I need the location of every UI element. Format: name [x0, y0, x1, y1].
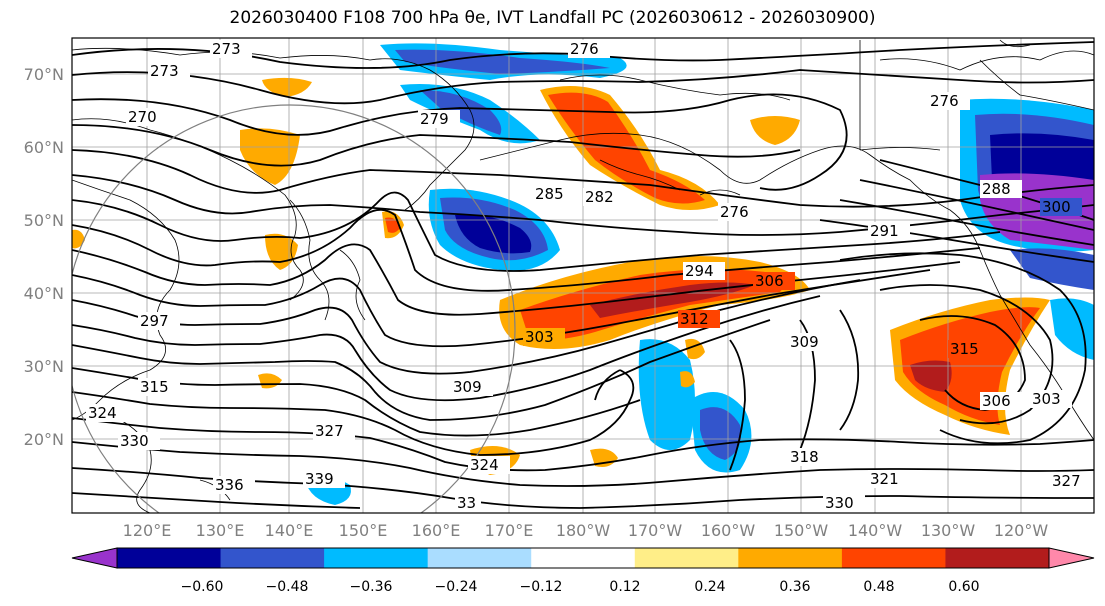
contour-label-324-b: 324 — [88, 404, 117, 422]
contour-label-327-b: 327 — [1052, 472, 1081, 490]
colorbar-cell — [945, 548, 1050, 568]
contour-label-315-a: 315 — [950, 340, 979, 358]
contour-label-309-b: 309 — [453, 378, 482, 396]
lat-label-20n: 20°N — [24, 430, 64, 449]
contour-label-288: 288 — [982, 180, 1011, 198]
lon-label-170e: 170°E — [485, 521, 534, 540]
lon-label-180w: 180°W — [556, 521, 611, 540]
contour-label-285: 285 — [535, 185, 564, 203]
cbar-tick-neg048: −0.48 — [266, 579, 309, 595]
cbar-tick-060: 0.60 — [948, 579, 979, 595]
landfall-region-circle — [72, 104, 516, 513]
contour-label-279: 279 — [420, 110, 449, 128]
longitude-labels: 120°E 130°E 140°E 150°E 160°E 170°E 180°… — [123, 521, 1049, 540]
colorbar-cell — [738, 548, 843, 568]
contour-label-273-a: 273 — [212, 40, 241, 58]
cbar-tick-neg036: −0.36 — [350, 579, 393, 595]
cbar-tick-neg012: −0.12 — [520, 579, 563, 595]
contour-label-291: 291 — [870, 222, 899, 240]
lon-label-130e: 130°E — [196, 521, 245, 540]
contour-label-315-b: 315 — [140, 378, 169, 396]
contour-label-339: 339 — [305, 470, 334, 488]
cbar-tick-012: 0.12 — [609, 579, 640, 595]
lat-label-60n: 60°N — [24, 138, 64, 157]
cbar-tick-036: 0.36 — [779, 579, 810, 595]
lat-label-70n: 70°N — [24, 65, 64, 84]
cbar-tick-024: 0.24 — [694, 579, 725, 595]
colorbar-extend-arrow-left — [71, 547, 118, 569]
colorbar-cell — [427, 548, 532, 568]
contour-label-300: 300 — [1042, 198, 1071, 216]
contour-label-327-a: 327 — [315, 422, 344, 440]
lat-label-30n: 30°N — [24, 357, 64, 376]
lon-label-150e: 150°E — [339, 521, 388, 540]
colorbar-tick-labels: −0.60 −0.48 −0.36 −0.24 −0.12 0.12 0.24 … — [181, 579, 980, 595]
lon-label-160w: 160°W — [701, 521, 756, 540]
cbar-tick-neg060: −0.60 — [181, 579, 224, 595]
colorbar: −0.60 −0.48 −0.36 −0.24 −0.12 0.12 0.24 … — [71, 547, 1095, 595]
contour-label-306-b: 306 — [982, 392, 1011, 410]
contour-label-303-b: 303 — [1032, 390, 1061, 408]
lon-label-160e: 160°E — [412, 521, 461, 540]
contour-label-330-b: 330 — [825, 494, 854, 512]
contour-label-276-b: 276 — [930, 92, 959, 110]
contour-label-309-a: 309 — [790, 333, 819, 351]
colorbar-cell — [117, 548, 222, 568]
contour-label-303-a: 303 — [525, 328, 554, 346]
contour-label-336: 336 — [215, 476, 244, 494]
theta-e-contours — [72, 41, 1094, 509]
map-frame — [71, 37, 1095, 514]
contour-label-33: 33 — [457, 494, 476, 512]
contour-label-321: 321 — [870, 470, 899, 488]
lon-label-150w: 150°W — [774, 521, 829, 540]
map-title: 2026030400 F108 700 hPa θe, IVT Landfall… — [229, 8, 876, 28]
lon-label-120w: 120°W — [994, 521, 1049, 540]
cbar-tick-neg024: −0.24 — [435, 579, 478, 595]
lon-label-140e: 140°E — [265, 521, 314, 540]
lat-label-50n: 50°N — [24, 211, 64, 230]
colorbar-cell — [634, 548, 739, 568]
colorbar-outline — [116, 547, 1050, 569]
contour-labels: 273 273 276 270 279 276 285 282 276 288 … — [86, 40, 1092, 512]
contour-label-294: 294 — [685, 262, 714, 280]
cbar-tick-048: 0.48 — [863, 579, 894, 595]
latitude-labels: 70°N 60°N 50°N 40°N 30°N 20°N — [24, 65, 64, 449]
contour-label-312: 312 — [680, 310, 709, 328]
lat-label-40n: 40°N — [24, 284, 64, 303]
lon-label-120e: 120°E — [123, 521, 172, 540]
lon-label-170w: 170°W — [628, 521, 683, 540]
contour-label-276-c: 276 — [720, 203, 749, 221]
colorbar-cells — [117, 548, 1050, 568]
contour-label-282: 282 — [585, 188, 614, 206]
contour-label-273-b: 273 — [150, 62, 179, 80]
lon-label-130w: 130°W — [921, 521, 976, 540]
contour-label-297: 297 — [140, 312, 169, 330]
colorbar-cell — [531, 548, 636, 568]
contour-label-270: 270 — [128, 108, 157, 126]
colorbar-cell — [220, 548, 325, 568]
lon-label-140w: 140°W — [848, 521, 903, 540]
colorbar-cell — [841, 548, 946, 568]
coastline-shapes — [72, 39, 1094, 513]
contour-label-318: 318 — [790, 448, 819, 466]
contour-label-330-a: 330 — [120, 432, 149, 450]
contour-label-324-a: 324 — [470, 456, 499, 474]
colorbar-cell — [324, 548, 429, 568]
contour-label-276-a: 276 — [570, 40, 599, 58]
contour-label-306-a: 306 — [755, 272, 784, 290]
colorbar-extend-arrow-right — [1048, 547, 1095, 569]
